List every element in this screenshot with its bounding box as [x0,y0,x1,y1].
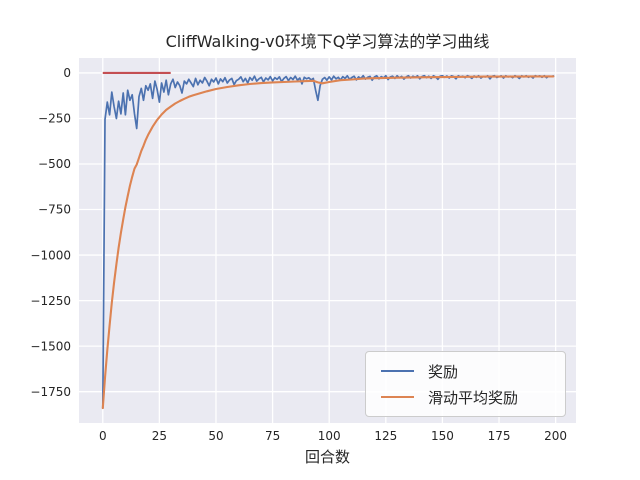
moving-average-line-swatch [381,396,414,398]
y-tick-label: −1750 [30,385,71,399]
y-tick-label: −500 [38,157,71,171]
x-tick-label: 200 [544,429,567,443]
moving-average-line [101,75,555,410]
y-tick-label: −1250 [30,294,71,308]
reward-line-swatch [381,370,414,372]
x-tick-label: 100 [318,429,341,443]
y-tick-label: 0 [63,66,71,80]
legend-item-moving-average: 滑动平均奖励 [376,387,555,408]
x-tick-label: 150 [431,429,454,443]
x-tick-label: 0 [99,429,107,443]
x-tick-label: 25 [152,429,167,443]
y-tick-label: −1500 [30,339,71,353]
x-tick-label: 50 [208,429,223,443]
x-axis-label: 回合数 [304,448,350,466]
x-tick-label: 175 [488,429,511,443]
x-tick-label: 125 [374,429,397,443]
legend-label-moving-average: 滑动平均奖励 [428,388,519,407]
y-tick-label: −1000 [30,248,71,262]
legend-label-reward: 奖励 [428,362,459,381]
x-tick-label: 75 [265,429,280,443]
chart-title: CliffWalking-v0环境下Q学习算法的学习曲线 [165,32,490,51]
y-tick-label: −750 [38,203,71,217]
y-tick-label: −250 [38,112,71,126]
legend: 奖励 滑动平均奖励 [365,351,566,417]
legend-item-reward: 奖励 [376,361,555,382]
